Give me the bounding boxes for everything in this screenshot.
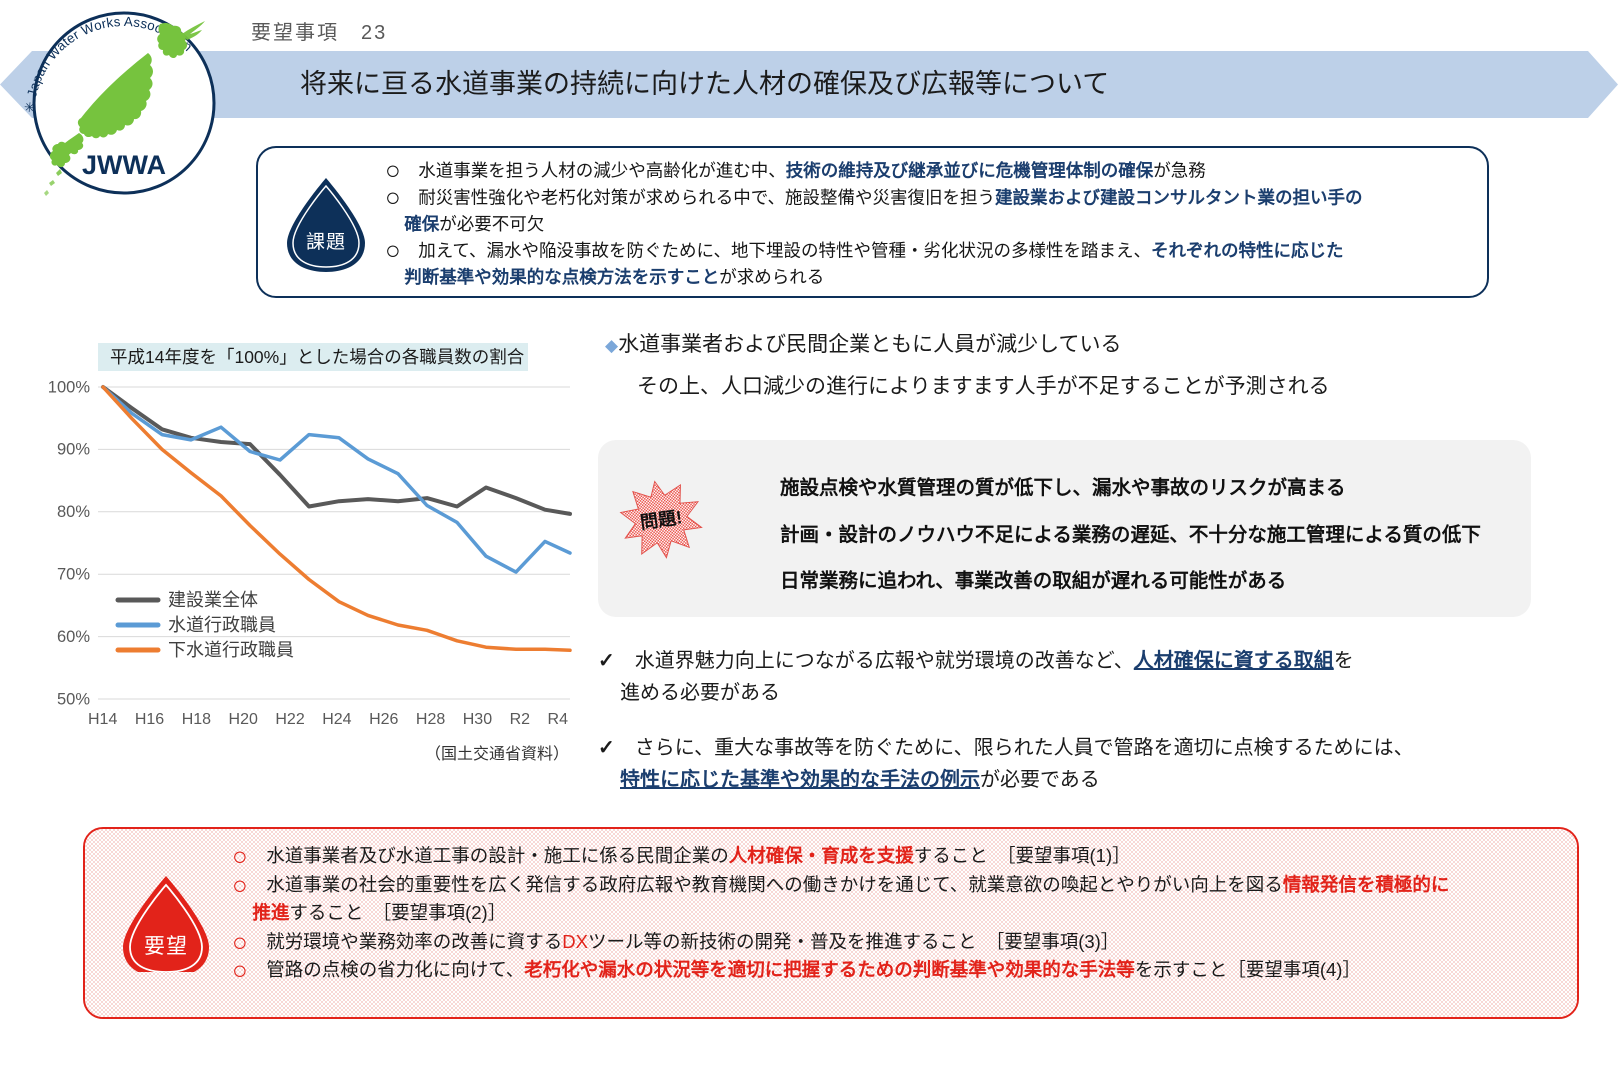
svg-text:JWWA: JWWA xyxy=(82,150,166,180)
svg-text:要望: 要望 xyxy=(144,935,188,958)
svg-text:50%: 50% xyxy=(57,690,90,708)
svg-text:60%: 60% xyxy=(57,628,90,646)
svg-text:課題: 課題 xyxy=(306,231,346,253)
svg-text:平成14年度を「100%」とした場合の各職員数の割合: 平成14年度を「100%」とした場合の各職員数の割合 xyxy=(110,347,524,367)
svg-text:90%: 90% xyxy=(57,441,90,459)
svg-text:建設業全体: 建設業全体 xyxy=(168,590,258,610)
svg-text:水道行政職員: 水道行政職員 xyxy=(168,615,276,635)
svg-text:70%: 70% xyxy=(57,566,90,584)
svg-text:80%: 80% xyxy=(57,503,90,521)
svg-text:100%: 100% xyxy=(48,378,91,396)
svg-text:下水道行政職員: 下水道行政職員 xyxy=(168,640,294,660)
